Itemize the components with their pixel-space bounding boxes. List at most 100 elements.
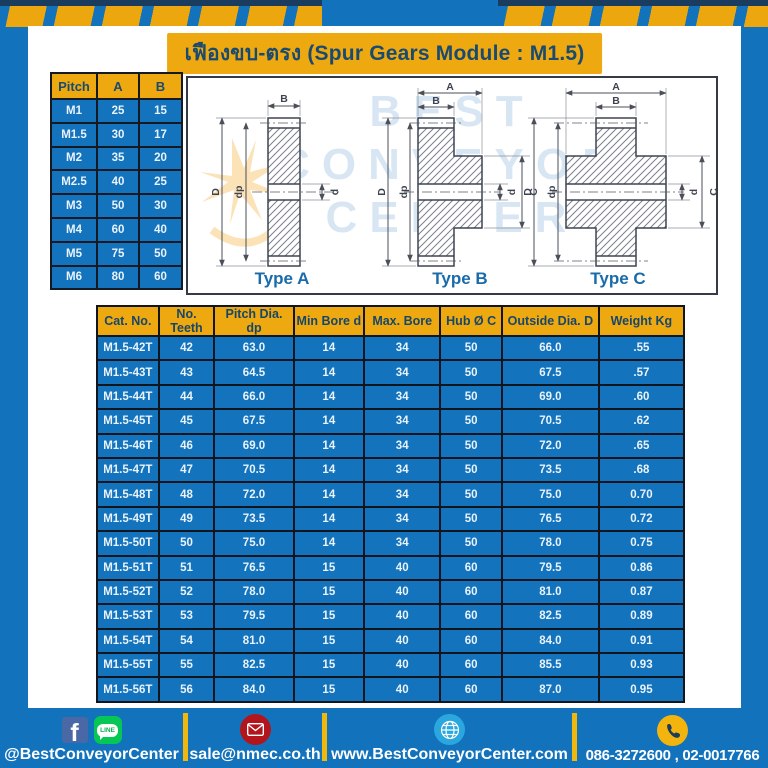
- social-handle-label[interactable]: @BestConveyorCenter: [4, 746, 179, 763]
- cat-no-cell: M1.5-51T: [96, 554, 160, 581]
- hub-c-cell: 50: [439, 334, 503, 362]
- pitch-cell: M1: [50, 98, 98, 124]
- pitch-dia-cell: 82.5: [213, 652, 295, 679]
- pitch-table-row: M1 25 15: [50, 98, 183, 124]
- dim-label-b: B: [612, 95, 620, 107]
- phone-icon[interactable]: [657, 715, 688, 746]
- line-badge-text: LINE: [97, 723, 118, 740]
- dim-label-dp: dp: [233, 186, 245, 199]
- gear-table-row: M1.5-43T 43 64.5 14 34 50 67.5 .57: [96, 359, 686, 386]
- gear-table-row: M1.5-53T 53 79.5 15 40 60 82.5 0.89: [96, 603, 686, 630]
- pitch-dia-cell: 64.5: [213, 359, 295, 386]
- dim-label-d: d: [329, 189, 341, 195]
- cat-no-cell: M1.5-52T: [96, 578, 160, 606]
- column-header-pitch-dia: Pitch Dia. dp: [213, 305, 295, 337]
- no-teeth-cell: 55: [157, 652, 216, 679]
- weight-cell: .65: [597, 432, 686, 459]
- pitch-dia-cell: 69.0: [213, 432, 295, 459]
- pitch-cell: M4: [50, 216, 98, 243]
- cat-no-cell: M1.5-54T: [96, 627, 160, 655]
- pitch-table-row: M2 35 20: [50, 145, 183, 172]
- footer-divider: [183, 713, 188, 761]
- max-bore-cell: 40: [363, 578, 442, 606]
- dim-label-dp: dp: [546, 186, 558, 199]
- diagram-type-a: B D dp d Type A: [202, 80, 362, 289]
- max-bore-cell: 34: [363, 359, 442, 386]
- globe-icon[interactable]: [434, 714, 465, 745]
- column-header-max-bore: Max. Bore: [363, 305, 442, 337]
- outside-dia-cell: 66.0: [500, 334, 600, 362]
- email-label[interactable]: sale@nmec.co.th: [189, 746, 321, 763]
- line-icon[interactable]: LINE: [93, 716, 122, 744]
- type-b-label: Type B: [432, 269, 488, 288]
- dim-b-cell: 50: [138, 240, 183, 267]
- outside-dia-cell: 84.0: [500, 627, 600, 655]
- pitch-dia-cell: 63.0: [213, 334, 295, 362]
- phone-label[interactable]: 086-3272600 , 02-0017766: [585, 747, 760, 764]
- gear-table-row: M1.5-49T 49 73.5 14 34 50 76.5 0.72: [96, 505, 686, 533]
- weight-cell: .60: [597, 383, 686, 411]
- pitch-cell: M2: [50, 145, 98, 172]
- max-bore-cell: 40: [363, 554, 442, 581]
- min-bore-cell: 15: [292, 554, 366, 581]
- footer-social-section: f LINE @BestConveyorCenter: [0, 708, 183, 764]
- cat-no-cell: M1.5-47T: [96, 456, 160, 484]
- cat-no-cell: M1.5-53T: [96, 603, 160, 630]
- column-header-weight: Weight Kg: [597, 305, 686, 337]
- max-bore-cell: 34: [363, 432, 442, 459]
- pitch-dia-cell: 76.5: [213, 554, 295, 581]
- cat-no-cell: M1.5-49T: [96, 505, 160, 533]
- gear-spec-table: Cat. No. No. Teeth Pitch Dia. dp Min Bor…: [96, 305, 686, 703]
- pitch-dia-cell: 72.0: [213, 481, 295, 508]
- min-bore-cell: 15: [292, 603, 366, 630]
- facebook-f-glyph: f: [70, 719, 79, 743]
- pitch-cell: M5: [50, 240, 98, 267]
- cat-no-cell: M1.5-55T: [96, 652, 160, 679]
- no-teeth-cell: 44: [157, 383, 216, 411]
- dim-a-cell: 75: [96, 240, 140, 267]
- dim-label-d: d: [506, 189, 518, 195]
- no-teeth-cell: 52: [157, 578, 216, 606]
- gear-table-row: M1.5-55T 55 82.5 15 40 60 85.5 0.93: [96, 652, 686, 679]
- diagram-type-c: A B D dp d C Type C: [518, 80, 716, 289]
- type-a-label: Type A: [254, 269, 310, 288]
- pitch-table-row: M5 75 50: [50, 240, 183, 267]
- phone-handset-glyph: [666, 723, 680, 738]
- footer-phone-section: 086-3272600 , 02-0017766: [577, 708, 768, 764]
- weight-cell: 0.93: [597, 652, 686, 679]
- max-bore-cell: 40: [363, 603, 442, 630]
- pitch-cell: M6: [50, 264, 98, 291]
- dim-label-D: D: [522, 188, 534, 196]
- pitch-table-row: M6 80 60: [50, 264, 183, 291]
- no-teeth-cell: 50: [157, 530, 216, 557]
- column-header-b: B: [138, 72, 183, 100]
- pitch-table-row: M4 60 40: [50, 216, 183, 243]
- gear-table-row: M1.5-56T 56 84.0 15 40 60 87.0 0.95: [96, 676, 686, 703]
- cat-no-cell: M1.5-44T: [96, 383, 160, 411]
- column-header-no-teeth: No. Teeth: [157, 305, 216, 337]
- min-bore-cell: 14: [292, 408, 366, 435]
- email-icon[interactable]: [239, 714, 271, 745]
- max-bore-cell: 34: [363, 408, 442, 435]
- dim-b-cell: 40: [138, 216, 183, 243]
- pitch-dia-cell: 70.5: [213, 456, 295, 484]
- dim-b-cell: 25: [138, 169, 183, 196]
- hub-c-cell: 50: [439, 432, 503, 459]
- max-bore-cell: 40: [363, 676, 442, 703]
- hub-c-cell: 50: [439, 481, 503, 508]
- hub-c-cell: 60: [439, 627, 503, 655]
- weight-cell: .57: [597, 359, 686, 386]
- footer-divider: [572, 713, 577, 761]
- pitch-table: Pitch A B M1 25 15 M1.5 30 17: [50, 72, 183, 291]
- pitch-table-header-row: Pitch A B: [50, 72, 183, 100]
- column-header-pitch: Pitch: [50, 72, 98, 100]
- pitch-cell: M3: [50, 193, 98, 219]
- max-bore-cell: 34: [363, 456, 442, 484]
- hub-c-cell: 50: [439, 456, 503, 484]
- pitch-dia-cell: 79.5: [213, 603, 295, 630]
- no-teeth-cell: 45: [157, 408, 216, 435]
- pitch-table-row: M2.5 40 25: [50, 169, 183, 196]
- min-bore-cell: 14: [292, 456, 366, 484]
- website-label[interactable]: www.BestConveyorCenter.com: [331, 746, 568, 763]
- facebook-icon[interactable]: f: [61, 717, 88, 743]
